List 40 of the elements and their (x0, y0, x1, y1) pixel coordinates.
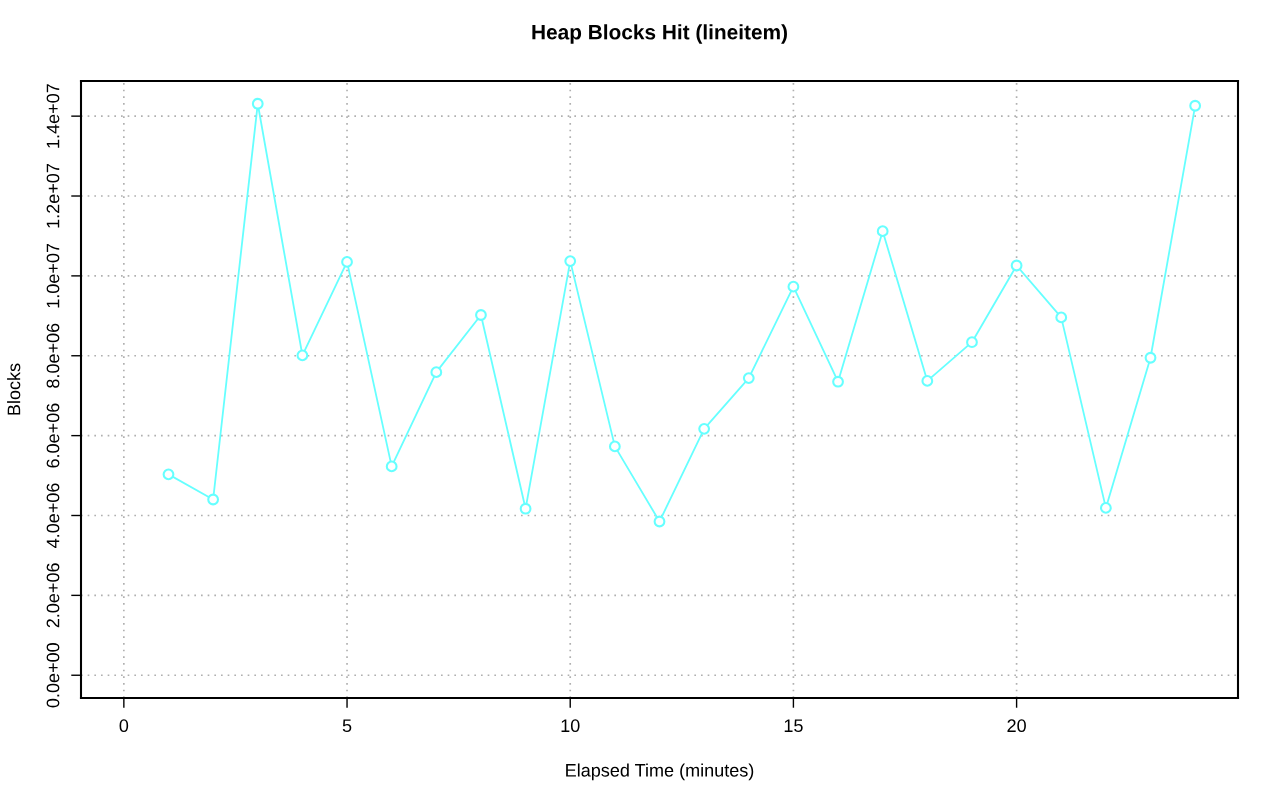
point (921, 375, 934, 387)
point (1055, 311, 1068, 324)
point (742, 372, 755, 385)
point (653, 515, 666, 528)
point (475, 309, 487, 321)
y-tick-label: 1.0e+07 (46, 243, 60, 308)
point (385, 460, 398, 473)
point (966, 336, 978, 349)
x-axis-title: Elapsed Time (minutes) (566, 763, 754, 781)
point (341, 256, 353, 268)
point (832, 375, 844, 388)
y-tick-label: 2.0e+06 (46, 563, 60, 628)
point (1144, 351, 1157, 364)
x-tick-label: 20 (1007, 719, 1026, 733)
y-tick-label: 1.2e+07 (46, 164, 60, 228)
point (162, 468, 175, 481)
point (1099, 502, 1112, 514)
point (876, 225, 889, 238)
point (430, 366, 443, 379)
point (207, 493, 220, 506)
x-tick-label: 5 (342, 719, 352, 733)
point (519, 502, 532, 515)
point (698, 422, 711, 435)
point (564, 255, 577, 268)
x-tick-label: 0 (119, 719, 129, 733)
x-tick-label: 10 (561, 719, 580, 733)
point (787, 280, 800, 293)
y-tick-label: 4.0e+06 (46, 483, 60, 548)
x-tick-label: 15 (784, 719, 803, 733)
y-tick-label: 6.0e+06 (46, 403, 60, 468)
point (1189, 99, 1202, 112)
point (251, 97, 264, 110)
y-tick-label: 1.4e+07 (46, 84, 60, 148)
chart-title: Heap Blocks Hit (lineitem) (532, 24, 787, 44)
y-tick-label: 0.0e+00 (46, 643, 60, 708)
y-axis-title: Blocks (7, 363, 21, 415)
point (1010, 259, 1023, 272)
point (608, 440, 621, 453)
point (296, 349, 309, 362)
y-tick-label: 8.0e+06 (46, 323, 60, 388)
